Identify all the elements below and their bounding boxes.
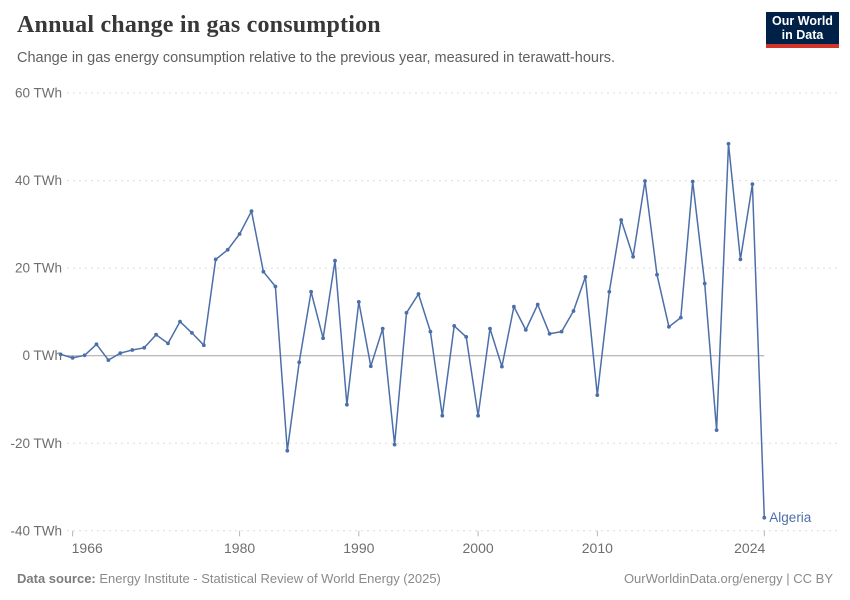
data-point[interactable] (655, 272, 659, 277)
x-tick-label: 1990 (343, 540, 374, 556)
data-point[interactable] (404, 310, 409, 315)
data-point[interactable] (345, 402, 349, 407)
data-point[interactable] (285, 448, 290, 453)
data-point[interactable] (273, 284, 278, 289)
data-point[interactable] (762, 515, 767, 520)
data-point[interactable] (190, 331, 194, 335)
owid-logo-line1: Our World (772, 13, 833, 28)
x-tick-label: 1980 (224, 540, 255, 556)
x-tick-label: 2024 (734, 540, 765, 556)
data-point[interactable] (201, 343, 206, 348)
data-point[interactable] (440, 413, 445, 418)
x-axis-labels: 1966 1980 1990 2000 2010 2024 (72, 540, 766, 556)
chart-header: Annual change in gas consumption Change … (17, 12, 747, 67)
data-point[interactable] (154, 332, 159, 337)
data-point[interactable] (571, 309, 576, 313)
y-tick-label: 40 TWh (15, 173, 62, 188)
data-point[interactable] (237, 232, 242, 236)
data-point[interactable] (178, 319, 182, 324)
data-point[interactable] (643, 179, 647, 183)
data-point[interactable] (690, 179, 695, 184)
x-tick-label: 2000 (463, 540, 494, 556)
y-tick-label: 60 TWh (15, 86, 62, 101)
x-axis-ticks (72, 530, 765, 537)
data-point[interactable] (368, 364, 373, 369)
data-point[interactable] (714, 428, 719, 432)
y-tick-label: -20 TWh (10, 436, 62, 451)
chart-footer: Data source: Energy Institute - Statisti… (17, 571, 833, 586)
y-axis-labels: 60 TWh 40 TWh 20 TWh 0 TWh -20 TWh -40 TWh (10, 86, 62, 539)
data-point[interactable] (392, 442, 397, 447)
data-point[interactable] (118, 351, 123, 355)
data-point[interactable] (225, 247, 230, 252)
data-point[interactable] (488, 326, 492, 331)
y-tick-label: -40 TWh (10, 523, 62, 538)
data-point[interactable] (547, 331, 552, 336)
data-point[interactable] (607, 289, 612, 294)
y-tick-label: 20 TWh (15, 261, 62, 276)
data-point[interactable] (595, 393, 600, 397)
data-point[interactable] (476, 413, 480, 418)
data-point[interactable] (380, 326, 385, 331)
data-point[interactable] (428, 329, 433, 334)
data-point[interactable] (416, 292, 421, 296)
data-point[interactable] (333, 258, 337, 263)
owid-logo-line2: in Data (781, 28, 824, 42)
data-point[interactable] (535, 302, 540, 307)
data-point[interactable] (500, 364, 504, 369)
data-point[interactable] (249, 209, 254, 214)
data-point[interactable] (130, 348, 135, 352)
data-point[interactable] (631, 254, 635, 259)
chart-title: Annual change in gas consumption (17, 12, 381, 38)
data-source-label: Data source: (17, 571, 96, 586)
data-point[interactable] (452, 324, 457, 328)
x-tick-label: 1966 (72, 540, 103, 556)
data-point[interactable] (70, 356, 75, 360)
data-point[interactable] (678, 315, 683, 320)
data-point[interactable] (619, 218, 624, 222)
data-point[interactable] (58, 352, 63, 357)
data-point[interactable] (464, 335, 469, 339)
data-point[interactable] (356, 300, 361, 304)
x-tick-label: 2010 (582, 540, 613, 556)
data-point[interactable] (142, 345, 147, 350)
data-point[interactable] (667, 324, 671, 329)
y-gridlines (67, 92, 838, 532)
data-point[interactable] (94, 342, 99, 347)
data-points[interactable] (58, 141, 767, 520)
data-point[interactable] (702, 281, 707, 286)
data-source-note: Data source: Energy Institute - Statisti… (17, 571, 441, 586)
data-point[interactable] (82, 353, 87, 358)
chart-subtitle: Change in gas energy consumption relativ… (17, 50, 616, 66)
data-point[interactable] (750, 182, 755, 187)
data-point[interactable] (583, 275, 588, 279)
owid-logo[interactable]: Our World in Data (766, 12, 839, 48)
data-point[interactable] (309, 289, 313, 294)
data-point[interactable] (297, 360, 302, 365)
data-point[interactable] (512, 304, 516, 309)
data-point[interactable] (213, 257, 218, 262)
data-point[interactable] (321, 336, 325, 341)
data-point[interactable] (106, 358, 111, 362)
data-point[interactable] (559, 329, 564, 334)
data-point[interactable] (726, 141, 731, 146)
data-point[interactable] (166, 341, 170, 346)
entity-label[interactable]: Algeria (769, 510, 812, 525)
data-line[interactable] (59, 143, 766, 519)
data-point[interactable] (523, 328, 528, 332)
y-tick-label: 0 TWh (22, 348, 62, 363)
data-source-text: Energy Institute - Statistical Review of… (95, 571, 441, 586)
data-point[interactable] (261, 269, 266, 274)
data-point[interactable] (738, 257, 743, 262)
owid-url-link[interactable]: OurWorldinData.org/energy | CC BY (623, 571, 833, 586)
